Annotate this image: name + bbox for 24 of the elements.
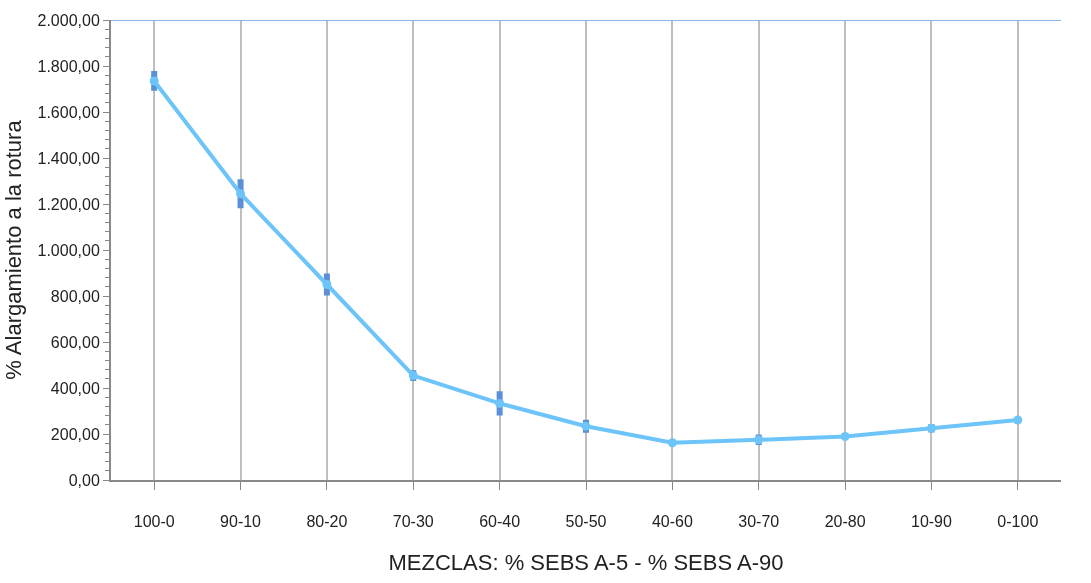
y-tick-label: 1.200,00 xyxy=(37,195,100,213)
x-tick-label: 0-100 xyxy=(997,513,1039,531)
y-tick-label: 1.600,00 xyxy=(37,103,100,121)
x-tick-label: 50-50 xyxy=(565,513,607,531)
y-axis-title: % Alargamiento a la rotura xyxy=(0,119,26,380)
x-tick-label: 100-0 xyxy=(133,513,175,531)
x-tick-label: 10-90 xyxy=(910,513,953,531)
x-tick-label: 60-40 xyxy=(479,513,521,531)
x-tick-label: 80-20 xyxy=(306,513,348,531)
x-axis-title: MEZCLAS: % SEBS A-5 - % SEBS A-90 xyxy=(388,549,784,575)
x-tick-label: 70-30 xyxy=(392,513,434,531)
y-tick-label: 1.800,00 xyxy=(37,57,100,75)
y-tick-label: 400,00 xyxy=(50,379,100,397)
y-tick-label: 200,00 xyxy=(50,425,100,443)
y-tick-label: 800,00 xyxy=(50,287,100,305)
x-tick-label: 40-60 xyxy=(651,513,693,531)
y-tick-label: 1.000,00 xyxy=(37,241,100,259)
y-tick-label: 1.400,00 xyxy=(37,149,100,167)
x-tick-label: 90-10 xyxy=(220,513,262,531)
y-tick-label: 600,00 xyxy=(50,333,100,351)
y-tick-label: 2.000,00 xyxy=(37,11,100,29)
x-tick-label: 20-80 xyxy=(824,513,866,531)
x-tick-label: 30-70 xyxy=(738,513,780,531)
y-tick-label: 0,00 xyxy=(68,471,100,489)
